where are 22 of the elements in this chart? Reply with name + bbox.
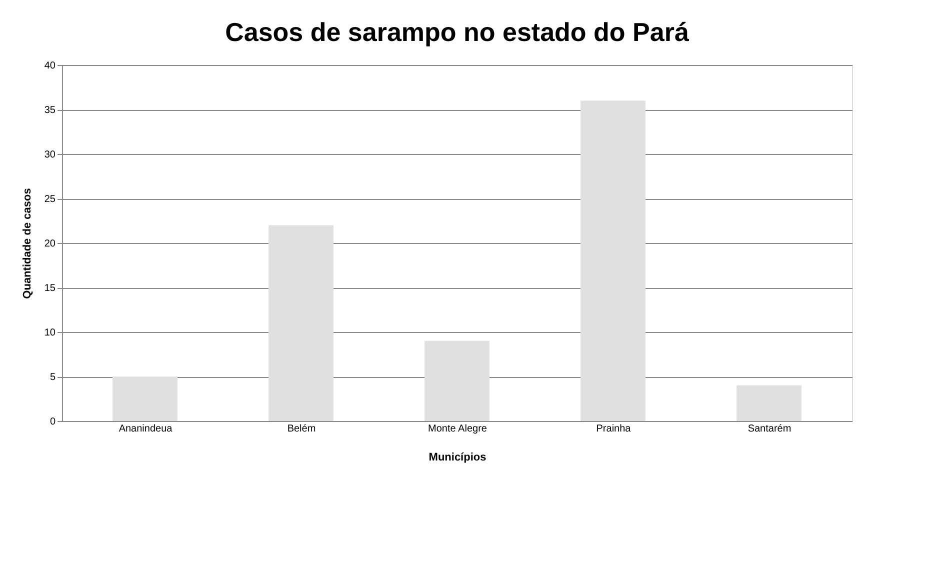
bar xyxy=(580,100,646,421)
y-tick-label: 15 xyxy=(44,283,56,294)
y-tick-label: 20 xyxy=(44,238,56,250)
bar xyxy=(736,385,802,421)
y-tick-label: 25 xyxy=(44,194,56,205)
bar xyxy=(268,225,334,421)
x-tick-label: Belém xyxy=(287,424,316,434)
y-tick-label: 35 xyxy=(44,105,56,116)
chart-title: Casos de sarampo no estado do Pará xyxy=(225,17,690,47)
y-tick-label: 0 xyxy=(50,416,56,428)
y-tick-label: 10 xyxy=(44,328,56,338)
x-tick-label: Santarém xyxy=(748,424,792,434)
y-axis-title: Quantidade de casos xyxy=(21,188,34,299)
y-tick-label: 30 xyxy=(44,150,56,160)
bar xyxy=(112,376,178,421)
x-tick-label: Prainha xyxy=(596,424,632,434)
y-tick-label: 5 xyxy=(50,372,56,383)
bar xyxy=(424,340,490,421)
y-tick-label: 40 xyxy=(44,60,56,72)
x-axis-title: Municípios xyxy=(428,452,486,464)
x-tick-label: Monte Alegre xyxy=(428,424,488,434)
x-tick-label: Ananindeua xyxy=(118,424,173,434)
